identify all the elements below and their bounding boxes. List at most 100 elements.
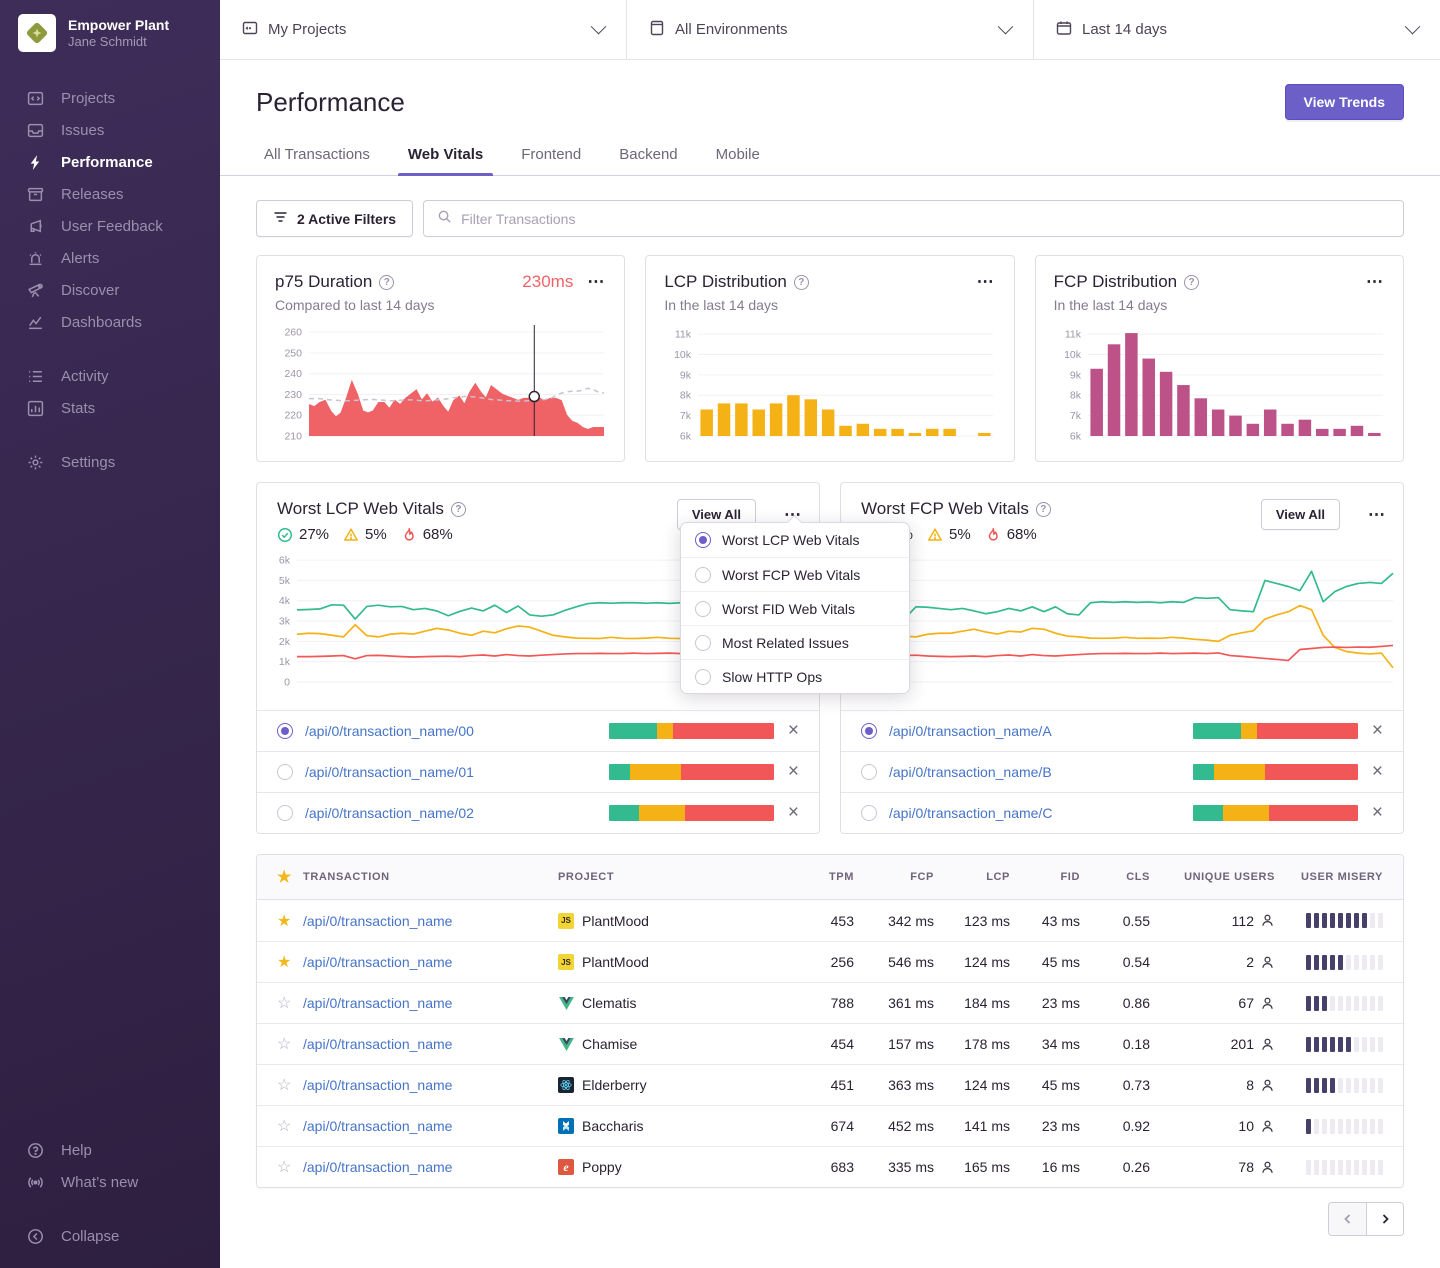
view-trends-button[interactable]: View Trends: [1285, 84, 1404, 120]
tab-all-transactions[interactable]: All Transactions: [262, 140, 372, 175]
vital-row[interactable]: /api/0/transaction_name/00 ×: [257, 710, 819, 751]
ellipsis-menu-icon[interactable]: ⋯: [1368, 510, 1387, 520]
close-icon[interactable]: ×: [1370, 805, 1385, 821]
close-icon[interactable]: ×: [1370, 723, 1385, 739]
menu-option-worst-fid[interactable]: Worst FID Web Vitals: [681, 591, 909, 625]
transaction-link[interactable]: /api/0/transaction_name: [303, 954, 452, 970]
transaction-link[interactable]: /api/0/transaction_name/A: [889, 723, 1181, 739]
transaction-link[interactable]: /api/0/transaction_name/01: [305, 764, 597, 780]
tab-backend[interactable]: Backend: [617, 140, 679, 175]
ellipsis-menu-icon[interactable]: ⋯: [587, 277, 606, 287]
transaction-link[interactable]: /api/0/transaction_name: [303, 1077, 452, 1093]
misery-segment: [1354, 1119, 1359, 1134]
radio-unselected[interactable]: [861, 764, 877, 780]
sidebar-item-issues[interactable]: Issues: [0, 114, 220, 146]
help-icon[interactable]: ?: [794, 275, 809, 290]
lcp-distribution-chart: 6k7k8k9k10k11k: [664, 321, 995, 454]
vital-row[interactable]: /api/0/transaction_name/A ×: [841, 710, 1403, 751]
sidebar-item-help[interactable]: Help: [0, 1134, 220, 1166]
close-icon[interactable]: ×: [786, 723, 801, 739]
project-link[interactable]: Chamise: [582, 1036, 637, 1052]
transactions-table: ★ TRANSACTION PROJECT TPM FCP LCP FID CL…: [256, 854, 1404, 1188]
sidebar-item-user-feedback[interactable]: User Feedback: [0, 210, 220, 242]
misery-segment: [1378, 996, 1383, 1011]
org-switcher[interactable]: Empower Plant Jane Schmidt: [0, 14, 220, 52]
sidebar-item-alerts[interactable]: Alerts: [0, 242, 220, 274]
search-icon: [437, 209, 452, 229]
help-icon[interactable]: ?: [1184, 275, 1199, 290]
menu-option-worst-fcp[interactable]: Worst FCP Web Vitals: [681, 557, 909, 591]
date-range-dropdown[interactable]: Last 14 days: [1034, 0, 1440, 59]
help-icon[interactable]: ?: [379, 275, 394, 290]
misery-segment: [1322, 1078, 1327, 1093]
star-icon[interactable]: ★: [277, 913, 291, 930]
tab-frontend[interactable]: Frontend: [519, 140, 583, 175]
transaction-link[interactable]: /api/0/transaction_name: [303, 1118, 452, 1134]
sidebar-item-settings[interactable]: Settings: [0, 446, 220, 478]
menu-option-most-related-issues[interactable]: Most Related Issues: [681, 625, 909, 659]
sidebar-item-dashboards[interactable]: Dashboards: [0, 306, 220, 338]
star-icon[interactable]: ☆: [277, 995, 291, 1012]
radio-unselected[interactable]: [277, 805, 293, 821]
tab-mobile[interactable]: Mobile: [714, 140, 762, 175]
sidebar-item-performance[interactable]: Performance: [0, 146, 220, 178]
sidebar-item-releases[interactable]: Releases: [0, 178, 220, 210]
sidebar-item-projects[interactable]: Projects: [0, 82, 220, 114]
project-link[interactable]: PlantMood: [582, 913, 649, 929]
sidebar-item-whats-new[interactable]: What’s new: [0, 1166, 220, 1198]
help-icon[interactable]: ?: [1036, 502, 1051, 517]
ellipsis-menu-icon[interactable]: ⋯: [977, 277, 996, 287]
close-icon[interactable]: ×: [1370, 764, 1385, 780]
radio-unselected[interactable]: [277, 764, 293, 780]
environment-filter-dropdown[interactable]: All Environments: [627, 0, 1034, 59]
close-icon[interactable]: ×: [786, 805, 801, 821]
tab-web-vitals[interactable]: Web Vitals: [406, 140, 485, 175]
sidebar-item-activity[interactable]: Activity: [0, 360, 220, 392]
transaction-link[interactable]: /api/0/transaction_name: [303, 995, 452, 1011]
sidebar-item-collapse[interactable]: Collapse: [0, 1220, 220, 1252]
menu-option-worst-lcp[interactable]: Worst LCP Web Vitals: [681, 523, 909, 557]
star-icon[interactable]: ☆: [277, 1159, 291, 1176]
search-input[interactable]: [461, 211, 1390, 227]
user-misery-bar: [1275, 1037, 1403, 1052]
transaction-link[interactable]: /api/0/transaction_name/C: [889, 805, 1181, 821]
sidebar-item-stats[interactable]: Stats: [0, 392, 220, 424]
telescope-icon: [26, 281, 44, 299]
ellipsis-menu-icon[interactable]: ⋯: [1366, 277, 1385, 287]
vital-row[interactable]: /api/0/transaction_name/01 ×: [257, 751, 819, 792]
previous-page-button[interactable]: [1329, 1203, 1366, 1235]
misery-segment: [1314, 1119, 1319, 1134]
help-icon[interactable]: ?: [451, 502, 466, 517]
transaction-link[interactable]: /api/0/transaction_name/02: [305, 805, 597, 821]
vital-row[interactable]: /api/0/transaction_name/C ×: [841, 792, 1403, 833]
vital-row[interactable]: /api/0/transaction_name/B ×: [841, 751, 1403, 792]
view-all-button[interactable]: View All: [1261, 499, 1340, 530]
project-link[interactable]: Baccharis: [582, 1118, 643, 1134]
star-icon[interactable]: ★: [277, 869, 292, 886]
star-icon[interactable]: ☆: [277, 1118, 291, 1135]
transaction-link[interactable]: /api/0/transaction_name/00: [305, 723, 597, 739]
sidebar-item-discover[interactable]: Discover: [0, 274, 220, 306]
project-link[interactable]: PlantMood: [582, 954, 649, 970]
transaction-link[interactable]: /api/0/transaction_name: [303, 913, 452, 929]
project-link[interactable]: Poppy: [582, 1159, 622, 1175]
project-filter-dropdown[interactable]: My Projects: [220, 0, 627, 59]
project-link[interactable]: Elderberry: [582, 1077, 647, 1093]
close-icon[interactable]: ×: [786, 764, 801, 780]
star-icon[interactable]: ☆: [277, 1036, 291, 1053]
radio-selected[interactable]: [277, 723, 293, 739]
p75-duration-chart: 210220230240250260: [275, 321, 606, 454]
vital-row[interactable]: /api/0/transaction_name/02 ×: [257, 792, 819, 833]
radio-unselected[interactable]: [861, 805, 877, 821]
star-icon[interactable]: ☆: [277, 1077, 291, 1094]
star-icon[interactable]: ★: [277, 954, 291, 971]
transaction-link[interactable]: /api/0/transaction_name/B: [889, 764, 1181, 780]
transaction-link[interactable]: /api/0/transaction_name: [303, 1036, 452, 1052]
column-header-unique-users: UNIQUE USERS: [1150, 871, 1275, 883]
active-filters-button[interactable]: 2 Active Filters: [256, 200, 413, 237]
next-page-button[interactable]: [1366, 1203, 1403, 1235]
transaction-link[interactable]: /api/0/transaction_name: [303, 1159, 452, 1175]
radio-selected[interactable]: [861, 723, 877, 739]
project-link[interactable]: Clematis: [582, 995, 636, 1011]
menu-option-slow-http-ops[interactable]: Slow HTTP Ops: [681, 659, 909, 693]
